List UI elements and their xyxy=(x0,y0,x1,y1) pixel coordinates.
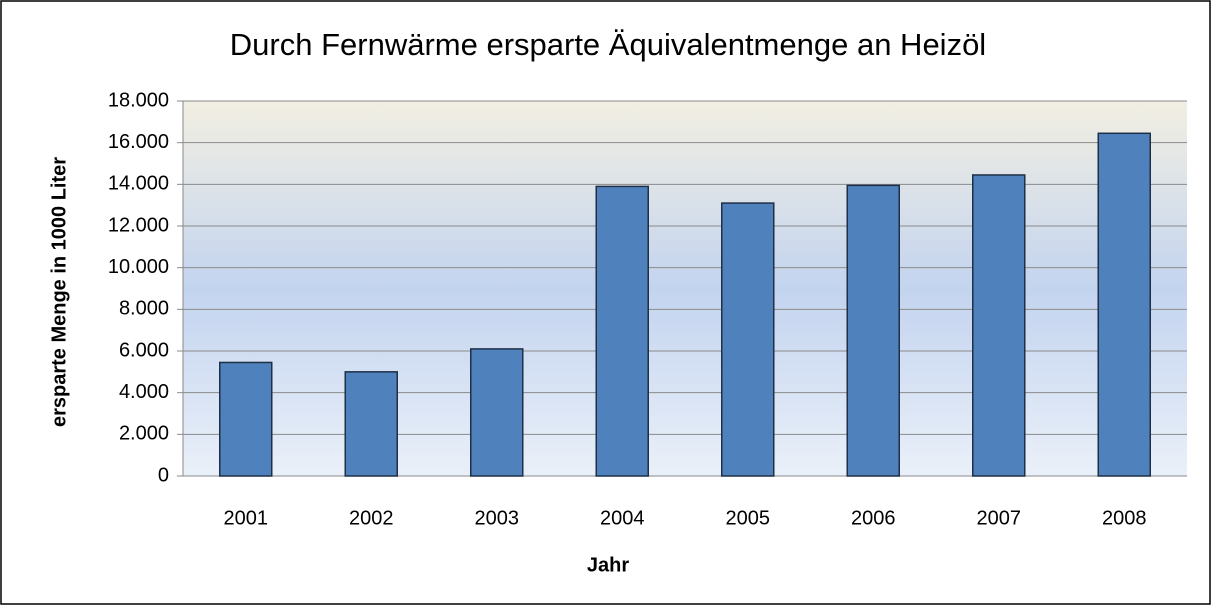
x-axis-label: Jahr xyxy=(587,554,629,576)
chart-title: Durch Fernwärme ersparte Äquivalentmenge… xyxy=(230,27,986,62)
bar xyxy=(1097,132,1151,477)
x-tick-label: 2007 xyxy=(977,507,1022,529)
y-tick-label: 4.000 xyxy=(119,381,169,403)
y-tick-label: 10.000 xyxy=(108,256,169,278)
y-tick-label: 2.000 xyxy=(119,423,169,445)
x-tick-label: 2006 xyxy=(851,507,896,529)
y-tick-label: 8.000 xyxy=(119,298,169,320)
plot-area xyxy=(183,101,1187,476)
y-tick-label: 0 xyxy=(158,464,169,486)
y-tick-label: 18.000 xyxy=(108,89,169,111)
bar xyxy=(595,185,649,477)
bar xyxy=(470,348,524,477)
y-axis-label: ersparte Menge in 1000 Liter xyxy=(48,157,70,427)
bar xyxy=(344,371,398,477)
bar xyxy=(972,174,1026,477)
x-tick-label: 2008 xyxy=(1102,507,1147,529)
x-tick-label: 2001 xyxy=(224,507,269,529)
x-tick-label: 2005 xyxy=(726,507,771,529)
y-tick-label: 12.000 xyxy=(108,214,169,236)
bar xyxy=(721,202,775,477)
y-tick-label: 6.000 xyxy=(119,339,169,361)
bar xyxy=(219,361,273,477)
x-tick-label: 2003 xyxy=(475,507,520,529)
y-tick-label: 16.000 xyxy=(108,131,169,153)
x-tick-label: 2002 xyxy=(349,507,394,529)
y-tick-label: 14.000 xyxy=(108,173,169,195)
x-tick-label: 2004 xyxy=(600,507,645,529)
bar xyxy=(846,184,900,477)
